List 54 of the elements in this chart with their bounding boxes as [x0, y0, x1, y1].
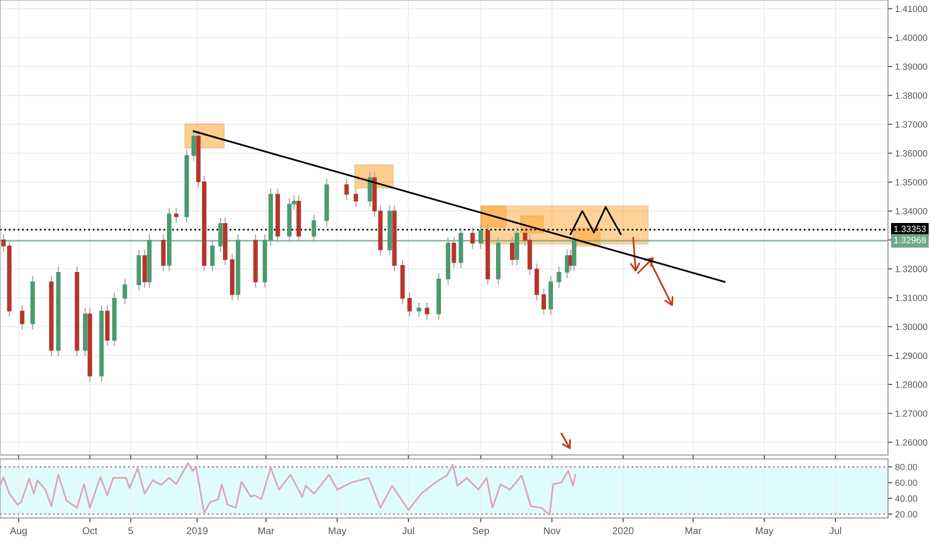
candlestick — [510, 236, 514, 266]
y-tick-label: 80.00 — [895, 464, 918, 470]
y-tick-label: 1.41000 — [896, 6, 928, 12]
y-tick-label: 60.00 — [895, 480, 918, 486]
candlestick — [218, 217, 223, 252]
candlestick — [122, 278, 128, 305]
y-tick-label: 1.28000 — [896, 381, 928, 388]
y-tick-label: 1.29000 — [896, 352, 928, 359]
y-tick-label: 1.30000 — [896, 324, 928, 330]
y-tick-label: 1.40000 — [896, 34, 928, 41]
x-tick-label: 5 — [128, 527, 133, 534]
line-series — [0, 462, 576, 516]
candlestick — [354, 188, 358, 208]
candlestick — [210, 240, 215, 272]
candlestick — [191, 130, 196, 162]
candlestick — [470, 226, 475, 250]
candlestick — [20, 304, 24, 330]
ref-line-label: 1.33353 — [894, 226, 926, 232]
x-tick-label: Mar — [686, 527, 702, 534]
y-tick-label: 1.32000 — [896, 266, 928, 272]
y-tick-label: 1.39000 — [896, 63, 928, 70]
candlestick — [424, 302, 430, 320]
candlestick — [416, 302, 422, 318]
x-tick-label: Nov — [544, 527, 561, 534]
y-tick-label: 1.36000 — [896, 150, 928, 157]
y-tick-label: 1.35000 — [896, 179, 928, 186]
x-tick-label: Aug — [10, 527, 27, 536]
x-tick-label: May — [756, 527, 774, 536]
x-tick-label: Sep — [472, 527, 489, 536]
candlestick — [312, 214, 316, 243]
y-tick-label: 1.27000 — [896, 410, 928, 417]
x-tick-label: 2019 — [186, 527, 208, 534]
y-tick-label: 1.37000 — [896, 121, 928, 128]
x-tick-label: Jul — [402, 527, 414, 534]
candlestick — [407, 292, 412, 318]
x-tick-label: Jul — [829, 527, 842, 534]
x-tick-label: Oct — [82, 527, 98, 534]
candlestick — [174, 208, 178, 224]
y-tick-label: 1.38000 — [896, 92, 928, 99]
y-tick-label: 1.31000 — [896, 294, 928, 302]
candlestick — [556, 266, 562, 288]
candlestick — [452, 236, 456, 269]
candlestick — [344, 178, 349, 201]
y-tick-label: 20.00 — [895, 511, 918, 518]
y-tick-label: 1.34000 — [896, 208, 928, 214]
x-tick-label: May — [328, 527, 346, 536]
ref-line-label: 1.32968 — [894, 236, 926, 244]
candlestick — [478, 224, 483, 250]
candlestick — [542, 288, 546, 316]
x-tick-label: Mar — [258, 527, 274, 534]
x-tick-label: 2020 — [612, 527, 634, 534]
y-tick-label: 1.26000 — [896, 439, 928, 446]
candlestick — [368, 171, 372, 208]
y-tick-label: 40.00 — [895, 495, 918, 502]
